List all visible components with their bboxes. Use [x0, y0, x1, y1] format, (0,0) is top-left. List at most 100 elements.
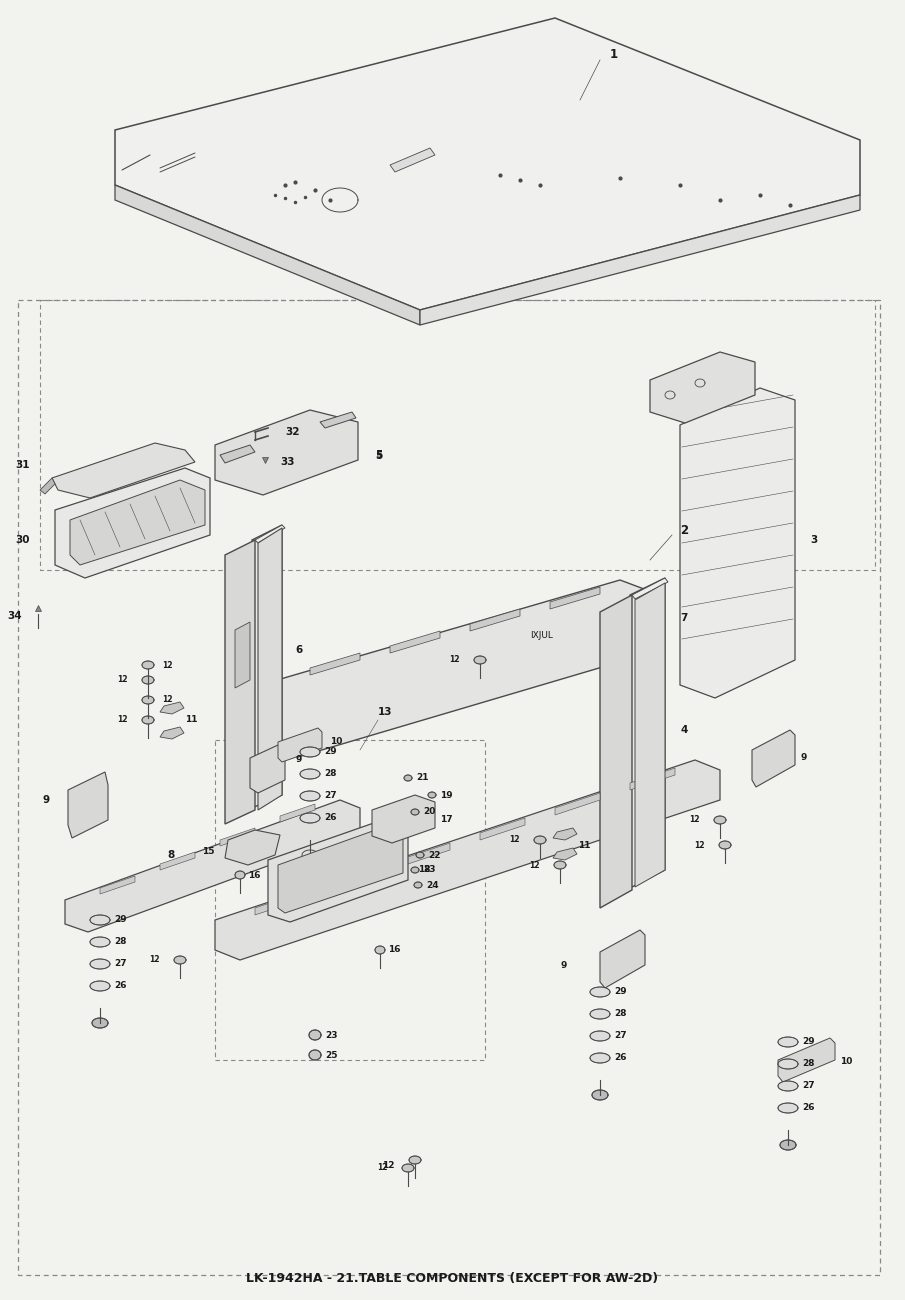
Polygon shape: [142, 660, 154, 670]
Text: 5: 5: [375, 450, 382, 460]
Text: 10: 10: [840, 1057, 853, 1066]
Polygon shape: [680, 387, 795, 698]
Polygon shape: [258, 528, 282, 810]
Polygon shape: [250, 745, 285, 793]
Text: 23: 23: [423, 866, 435, 875]
Polygon shape: [65, 800, 360, 932]
Text: 20: 20: [423, 807, 435, 816]
Polygon shape: [309, 1030, 321, 1040]
Text: 1: 1: [610, 48, 618, 61]
Text: 28: 28: [324, 770, 337, 779]
Polygon shape: [174, 956, 186, 965]
Polygon shape: [320, 412, 356, 428]
Polygon shape: [90, 915, 110, 926]
Polygon shape: [55, 468, 210, 578]
Polygon shape: [302, 850, 318, 861]
Polygon shape: [650, 352, 755, 422]
Polygon shape: [414, 881, 422, 888]
Text: 28: 28: [614, 1010, 626, 1018]
Polygon shape: [719, 841, 731, 849]
Polygon shape: [409, 1156, 421, 1164]
Polygon shape: [115, 18, 860, 309]
Polygon shape: [252, 525, 282, 809]
Text: 12: 12: [694, 841, 705, 849]
Polygon shape: [220, 445, 255, 463]
Polygon shape: [90, 959, 110, 968]
Polygon shape: [416, 852, 424, 858]
Text: 26: 26: [614, 1053, 626, 1062]
Polygon shape: [554, 861, 566, 868]
Text: 30: 30: [15, 536, 30, 545]
Polygon shape: [90, 937, 110, 946]
Polygon shape: [225, 540, 255, 824]
Text: 12: 12: [118, 676, 128, 685]
Text: 12: 12: [162, 696, 173, 705]
Text: 16: 16: [248, 871, 261, 880]
Polygon shape: [780, 1140, 796, 1150]
Polygon shape: [215, 410, 358, 495]
Text: 27: 27: [324, 792, 337, 801]
Text: 18: 18: [418, 866, 431, 875]
Text: 10: 10: [330, 737, 342, 746]
Polygon shape: [235, 621, 250, 688]
Text: 29: 29: [614, 988, 626, 997]
Polygon shape: [68, 772, 108, 838]
Polygon shape: [590, 1031, 610, 1041]
Polygon shape: [255, 525, 285, 543]
Text: 12: 12: [118, 715, 128, 724]
Text: 26: 26: [114, 982, 127, 991]
Text: 9: 9: [560, 961, 567, 970]
Text: 5: 5: [375, 451, 382, 462]
Polygon shape: [100, 876, 135, 894]
Polygon shape: [255, 893, 300, 915]
Polygon shape: [390, 148, 435, 172]
Text: 9: 9: [43, 796, 50, 805]
Text: 12: 12: [510, 836, 520, 845]
Polygon shape: [590, 987, 610, 997]
Text: 12: 12: [377, 1164, 388, 1173]
Polygon shape: [142, 676, 154, 684]
Text: 4: 4: [680, 725, 688, 734]
Text: 19: 19: [440, 790, 452, 800]
Polygon shape: [600, 930, 645, 988]
Polygon shape: [372, 796, 435, 842]
Polygon shape: [778, 1037, 798, 1046]
Polygon shape: [420, 195, 860, 325]
Polygon shape: [714, 816, 726, 824]
Polygon shape: [402, 1164, 414, 1173]
Polygon shape: [480, 818, 525, 840]
Polygon shape: [300, 747, 320, 757]
Polygon shape: [778, 1082, 798, 1091]
Text: 28: 28: [114, 937, 127, 946]
Text: 25: 25: [325, 1050, 338, 1060]
Text: LK-1942HA - 21.TABLE COMPONENTS (EXCEPT FOR AW-2D): LK-1942HA - 21.TABLE COMPONENTS (EXCEPT …: [246, 1271, 659, 1284]
Polygon shape: [215, 760, 720, 959]
Polygon shape: [278, 823, 403, 913]
Polygon shape: [160, 852, 195, 870]
Polygon shape: [225, 829, 280, 864]
Polygon shape: [268, 818, 408, 922]
Polygon shape: [553, 828, 577, 840]
Text: 12: 12: [450, 655, 460, 664]
Text: 8: 8: [167, 850, 175, 861]
Polygon shape: [330, 868, 375, 891]
Text: IXJUL: IXJUL: [530, 630, 553, 640]
Polygon shape: [632, 578, 668, 599]
Text: 33: 33: [280, 458, 294, 467]
Polygon shape: [235, 871, 245, 879]
Text: 22: 22: [428, 850, 441, 859]
Polygon shape: [778, 1060, 798, 1069]
Polygon shape: [590, 1053, 610, 1063]
Text: 12: 12: [690, 815, 700, 824]
Polygon shape: [553, 848, 577, 861]
Polygon shape: [300, 812, 320, 823]
Text: 2: 2: [680, 524, 688, 537]
Text: 34: 34: [7, 611, 22, 621]
Polygon shape: [590, 1009, 610, 1019]
Text: 27: 27: [802, 1082, 814, 1091]
Polygon shape: [600, 595, 632, 907]
Text: 28: 28: [802, 1060, 814, 1069]
Text: 26: 26: [324, 814, 337, 823]
Text: 11: 11: [185, 715, 197, 724]
Polygon shape: [220, 828, 255, 846]
